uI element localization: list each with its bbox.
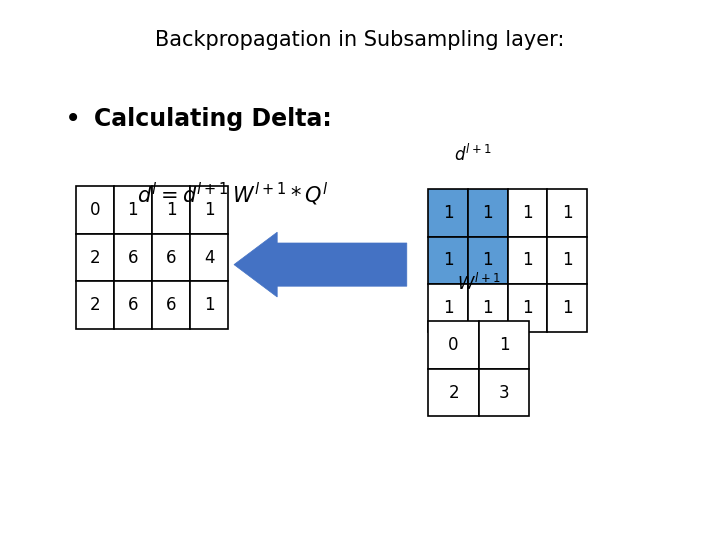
Bar <box>468 284 508 332</box>
Bar <box>428 284 468 332</box>
Text: 1: 1 <box>562 299 572 317</box>
Text: 6: 6 <box>166 296 176 314</box>
Text: 1: 1 <box>443 204 454 222</box>
Bar <box>428 369 479 416</box>
Bar <box>508 237 547 284</box>
Bar <box>508 189 547 237</box>
Text: 6: 6 <box>166 248 176 267</box>
Text: 1: 1 <box>166 201 176 219</box>
Text: 1: 1 <box>522 299 533 317</box>
Text: 1: 1 <box>482 204 493 222</box>
Text: 1: 1 <box>127 201 138 219</box>
Bar <box>152 281 190 329</box>
Bar <box>428 321 479 369</box>
Bar <box>428 237 468 284</box>
Bar <box>114 234 152 281</box>
Text: Backpropagation in Subsampling layer:: Backpropagation in Subsampling layer: <box>156 30 564 50</box>
Bar <box>114 281 152 329</box>
Text: 1: 1 <box>204 296 215 314</box>
Text: 1: 1 <box>522 251 533 269</box>
Text: 6: 6 <box>127 248 138 267</box>
Bar <box>114 186 152 234</box>
Text: •: • <box>65 105 81 133</box>
Bar <box>547 189 587 237</box>
Text: $d^{l+1}$: $d^{l+1}$ <box>454 144 492 165</box>
Text: 3: 3 <box>499 383 509 402</box>
Bar <box>547 237 587 284</box>
Bar <box>468 237 508 284</box>
Text: 1: 1 <box>522 204 533 222</box>
Bar <box>152 234 190 281</box>
Text: 1: 1 <box>562 251 572 269</box>
Bar <box>76 186 114 234</box>
Text: 1: 1 <box>499 336 509 354</box>
Bar <box>468 189 508 237</box>
Text: 1: 1 <box>443 299 454 317</box>
Text: 4: 4 <box>204 248 215 267</box>
Bar <box>190 186 228 234</box>
Bar <box>190 234 228 281</box>
Bar <box>479 321 529 369</box>
Bar <box>152 186 190 234</box>
Bar <box>76 281 114 329</box>
Bar <box>76 234 114 281</box>
Bar <box>190 281 228 329</box>
Text: 1: 1 <box>443 251 454 269</box>
Bar <box>428 189 468 237</box>
Text: 6: 6 <box>127 296 138 314</box>
Text: 1: 1 <box>204 201 215 219</box>
Text: 2: 2 <box>449 383 459 402</box>
Text: $W^{l+1}$: $W^{l+1}$ <box>457 273 501 294</box>
Polygon shape <box>234 232 407 297</box>
Text: 1: 1 <box>482 299 493 317</box>
Bar <box>508 284 547 332</box>
Text: $d^l = d^{l+1}\,W^{l+1} * Q^l$: $d^l = d^{l+1}\,W^{l+1} * Q^l$ <box>137 181 328 208</box>
Text: 0: 0 <box>89 201 100 219</box>
Text: 0: 0 <box>449 336 459 354</box>
Text: Calculating Delta:: Calculating Delta: <box>94 107 331 131</box>
Text: 2: 2 <box>89 296 100 314</box>
Text: 2: 2 <box>89 248 100 267</box>
Text: 1: 1 <box>482 251 493 269</box>
Bar <box>547 284 587 332</box>
Text: 1: 1 <box>562 204 572 222</box>
Bar <box>479 369 529 416</box>
